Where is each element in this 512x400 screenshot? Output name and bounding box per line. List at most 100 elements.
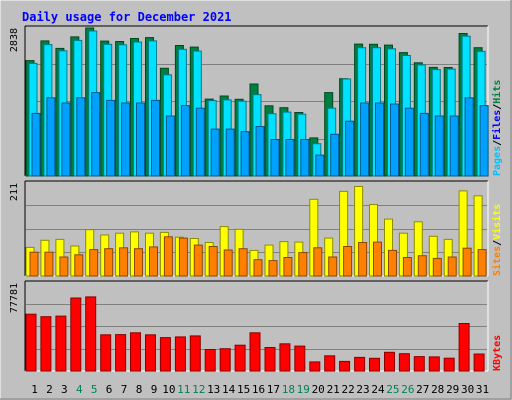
bar-sites-day-15 bbox=[238, 248, 248, 277]
panel-middle: 211 Sites/Visits bbox=[9, 180, 503, 277]
legend-separator: / bbox=[492, 140, 503, 146]
bar-sites-day-28 bbox=[432, 257, 442, 277]
series-kbytes bbox=[25, 296, 485, 372]
bar-pages-day-17 bbox=[270, 139, 280, 177]
bar-pages-day-11 bbox=[180, 105, 190, 177]
bar-pages-day-27 bbox=[419, 112, 429, 177]
bar-kbytes-day-1 bbox=[25, 313, 37, 372]
bar-pages-day-26 bbox=[404, 107, 414, 177]
bar-sites-day-1 bbox=[29, 251, 39, 277]
bar-sites-day-18 bbox=[283, 257, 293, 277]
bar-pages-day-16 bbox=[255, 126, 265, 177]
legend-separator: / bbox=[492, 240, 503, 246]
bar-sites-day-19 bbox=[298, 252, 308, 277]
panel-middle-ymax-label: 211 bbox=[9, 183, 20, 201]
bar-kbytes-day-15 bbox=[234, 344, 246, 372]
bar-pages-day-31 bbox=[479, 105, 489, 177]
x-tick-label: 8 bbox=[136, 383, 143, 396]
x-tick-label: 1 bbox=[31, 383, 38, 396]
bar-pages-day-10 bbox=[165, 115, 175, 177]
bar-pages-day-4 bbox=[76, 97, 86, 177]
x-tick-label: 7 bbox=[121, 383, 128, 396]
bar-sites-day-5 bbox=[89, 249, 99, 277]
bar-pages-day-30 bbox=[464, 97, 474, 177]
bar-sites-day-12 bbox=[193, 244, 203, 277]
bar-pages-day-29 bbox=[449, 115, 459, 177]
x-axis-labels: 1 2 3 4 5 6 7 8 9 10 11 12 13 14 15 16 17 18 19 20 21 22 23 24 2… bbox=[31, 383, 489, 396]
x-tick-label: 5 bbox=[91, 383, 98, 396]
bar-sites-day-3 bbox=[59, 256, 69, 277]
bar-sites-day-29 bbox=[447, 256, 457, 277]
bar-kbytes-day-28 bbox=[428, 356, 440, 372]
legend-hits: Hits bbox=[491, 80, 503, 104]
bar-kbytes-day-7 bbox=[115, 334, 127, 372]
legend-sites: Sites bbox=[491, 246, 503, 276]
bar-sites-day-17 bbox=[268, 260, 278, 277]
x-tick-label: 11 bbox=[177, 383, 190, 396]
bar-sites-day-8 bbox=[134, 248, 143, 277]
bar-kbytes-day-9 bbox=[145, 334, 156, 372]
series-pages bbox=[31, 92, 489, 177]
bar-sites-day-22 bbox=[343, 246, 353, 277]
bar-sites-day-9 bbox=[149, 246, 158, 277]
panel-middle-legend: Sites/Visits bbox=[491, 204, 503, 276]
bar-sites-day-26 bbox=[402, 257, 412, 277]
bar-kbytes-day-2 bbox=[40, 316, 52, 372]
x-tick-label: 29 bbox=[446, 383, 459, 396]
bar-pages-day-19 bbox=[300, 139, 310, 177]
legend-separator: / bbox=[492, 104, 503, 110]
series-sites bbox=[29, 236, 487, 277]
x-tick-label: 30 bbox=[461, 383, 474, 396]
bar-kbytes-day-20 bbox=[309, 361, 321, 372]
bar-pages-day-1 bbox=[31, 112, 41, 177]
bar-kbytes-day-19 bbox=[294, 345, 306, 372]
x-tick-label: 12 bbox=[192, 383, 205, 396]
bar-kbytes-day-26 bbox=[398, 353, 410, 372]
x-tick-label: 9 bbox=[151, 383, 158, 396]
bar-sites-day-16 bbox=[253, 259, 263, 277]
bar-sites-day-6 bbox=[104, 248, 114, 277]
bar-sites-day-20 bbox=[313, 247, 323, 277]
bar-sites-day-23 bbox=[358, 242, 368, 277]
x-tick-label: 3 bbox=[61, 383, 68, 396]
bar-sites-day-27 bbox=[417, 255, 427, 277]
bar-sites-day-30 bbox=[462, 247, 472, 277]
bar-pages-day-18 bbox=[285, 139, 295, 177]
panel-bottom-ymax-label: 77781 bbox=[9, 283, 20, 313]
bar-pages-day-13 bbox=[210, 128, 220, 177]
bar-sites-day-7 bbox=[119, 247, 129, 277]
bar-pages-day-6 bbox=[106, 99, 116, 177]
chart-title: Daily usage for December 2021 bbox=[22, 10, 232, 24]
bar-pages-day-14 bbox=[225, 128, 235, 177]
bar-kbytes-day-14 bbox=[219, 348, 231, 372]
x-tick-label: 31 bbox=[476, 383, 489, 396]
x-tick-label: 20 bbox=[312, 383, 325, 396]
bar-kbytes-day-3 bbox=[55, 315, 67, 372]
bar-kbytes-day-6 bbox=[100, 334, 112, 372]
bar-kbytes-day-30 bbox=[458, 323, 470, 372]
x-tick-label: 10 bbox=[162, 383, 175, 396]
legend-kbytes: KBytes bbox=[492, 335, 503, 371]
bar-pages-day-24 bbox=[375, 102, 384, 177]
bar-kbytes-day-8 bbox=[130, 332, 141, 372]
bar-sites-day-25 bbox=[388, 249, 397, 277]
bar-pages-day-2 bbox=[46, 97, 56, 177]
x-tick-label: 19 bbox=[297, 383, 310, 396]
bar-pages-day-28 bbox=[434, 115, 444, 177]
bar-sites-day-24 bbox=[373, 241, 382, 277]
bar-pages-day-23 bbox=[360, 102, 370, 177]
bar-pages-day-25 bbox=[390, 103, 399, 177]
bar-pages-day-3 bbox=[61, 102, 71, 177]
bar-sites-day-2 bbox=[44, 251, 54, 277]
x-tick-label: 16 bbox=[252, 383, 265, 396]
bar-pages-day-7 bbox=[121, 102, 131, 177]
bar-pages-day-5 bbox=[91, 92, 101, 177]
x-tick-label: 14 bbox=[222, 383, 236, 396]
x-tick-label: 13 bbox=[207, 383, 220, 396]
bar-pages-day-15 bbox=[240, 131, 250, 177]
bar-pages-day-22 bbox=[345, 120, 355, 177]
bar-kbytes-day-12 bbox=[189, 335, 201, 372]
